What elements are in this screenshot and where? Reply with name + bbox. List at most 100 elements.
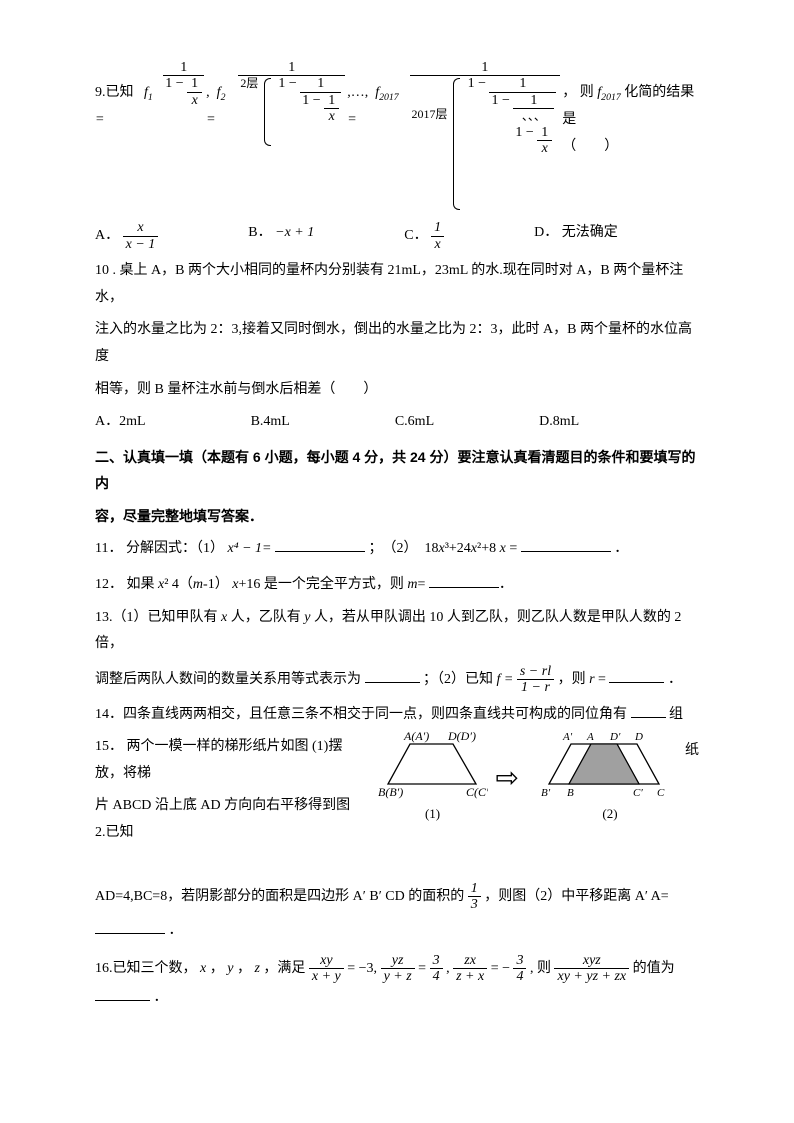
q13-fnum: s − rl <box>517 664 554 680</box>
svg-text:D′: D′ <box>609 731 621 743</box>
q15-after-a: AD=4,BC=8，若阴影部分的面积是四边形 A′ B′ CD 的面积的 <box>95 889 464 904</box>
q16-blank <box>95 986 150 1001</box>
fig1-B: B(B′) <box>378 785 403 799</box>
q16-z: z <box>254 961 259 976</box>
q16-e2d: y + z <box>381 969 415 984</box>
q9-choice-d: D． 无法确定 <box>534 220 618 252</box>
q13-feq: f = <box>497 672 517 687</box>
q16-e2n: yz <box>381 953 415 969</box>
q16-e2rp: = <box>418 961 429 976</box>
q11-sep: ； （2） 18 <box>368 541 438 556</box>
q10-l1: 10 . 桌上 A，B 两个大小相同的量杯内分别装有 21mL，23mL 的水.… <box>95 258 699 311</box>
q15-period: ． <box>169 923 183 938</box>
q11-blank2 <box>521 537 611 552</box>
q9-dots: 、、、 <box>522 109 546 123</box>
q11-e2f: = <box>506 541 517 556</box>
q15-wrap: 15． 两个一模一样的梯形纸片如图 (1)摆放，将梯 片 ABCD 沿上底 AD… <box>95 734 699 852</box>
svg-text:A: A <box>586 731 594 743</box>
q16-c2: ， <box>237 961 251 976</box>
q16-e3n: zx <box>453 953 487 969</box>
svg-text:D: D <box>634 731 643 743</box>
q11-e2b: ³+24 <box>445 541 471 556</box>
fig1-D: D(D′) <box>447 729 476 743</box>
q16-row: 16.已知三个数， x ， y ， z ，满足 xy x + y = −3, y… <box>95 953 699 1011</box>
q9-block: 9.已知 f1 = 1 1 − 1 x , f2 = 1 2层 1 − 1 1 <box>95 60 699 210</box>
q9-lead: 9.已知 f1 = <box>95 60 161 134</box>
q12-a: 12． 如果 <box>95 577 158 592</box>
q9-prefix: 9.已知 <box>95 85 134 100</box>
svg-text:B: B <box>567 787 574 799</box>
q9-tail: ， 则 f2017 化简的结果是 （ ） <box>562 60 699 161</box>
q13-eq: = <box>598 672 606 687</box>
q16-x: x <box>200 961 206 976</box>
q9-a-den: x − 1 <box>123 237 159 252</box>
q9-trail-pre: 则 <box>580 85 594 100</box>
q15-fig1: A(A′) D(D′) B(B′) C(C′) (1) <box>378 728 488 827</box>
q9-d-val: 无法确定 <box>562 225 618 240</box>
q15-cap1: (1) <box>378 802 488 827</box>
q13-d: 调整后两队人数间的数量关系用等式表示为 <box>95 672 365 687</box>
q16-b: ，满足 <box>263 961 305 976</box>
q11-blank1 <box>275 537 365 552</box>
q15-right-word: 纸 <box>685 734 699 765</box>
q15-blank <box>95 919 165 934</box>
q9-mid2: ,…, f2017 = <box>347 60 407 134</box>
q14-row: 14．四条直线两两相交，且任意三条不相交于同一点，则四条直线共可构成的同位角有 … <box>95 702 699 729</box>
q16-period: ． <box>154 990 168 1005</box>
q12-xd: -1） <box>203 577 232 592</box>
svg-text:A′: A′ <box>562 731 573 743</box>
q16-e1n: xy <box>309 953 344 969</box>
q13-x: x <box>221 610 227 625</box>
q11-e2d: ²+8 <box>477 541 500 556</box>
q9-c-num: 1 <box>431 220 444 236</box>
q15-text-block: 15． 两个一模一样的梯形纸片如图 (1)摆放，将梯 片 ABCD 沿上底 AD… <box>95 734 360 852</box>
q16-tail: 的值为 <box>633 961 675 976</box>
q15-fnum: 1 <box>468 881 481 897</box>
q9-f1-frac: 1 1 − 1 x <box>163 60 204 108</box>
trapezoid2-svg: A′ A D′ D B′ B C′ C <box>535 728 685 800</box>
q9-choices: A． x x − 1 B． −x + 1 C． 1 x D． 无法确定 <box>95 220 699 252</box>
q9-comma: ， <box>562 85 576 100</box>
q13-a: 13.（1）已知甲队有 <box>95 610 221 625</box>
q15-l1a: 15． 两个一模一样的梯形纸片如图 (1)摆放，将梯 <box>95 739 342 781</box>
q9-b-val: −x + 1 <box>275 225 314 240</box>
q15-after: AD=4,BC=8，若阴影部分的面积是四边形 A′ B′ CD 的面积的 1 3… <box>95 881 699 913</box>
q9-choice-c: C． 1 x <box>404 220 444 252</box>
svg-text:B′: B′ <box>541 787 551 799</box>
q16-e2rd: 4 <box>430 969 443 984</box>
q12-xg: m <box>407 577 417 592</box>
q9-f2017-frac: 1 2017层 1 − 1 1 − 1 、、、 <box>410 60 561 210</box>
q9-f1-sub: 1 <box>148 92 153 103</box>
q11-expr1: x⁴ − 1= <box>227 541 271 556</box>
q13-period: ． <box>668 672 682 687</box>
q13-b: 人，乙队有 <box>231 610 305 625</box>
svg-text:C: C <box>657 787 665 799</box>
q16-e3rn: 3 <box>513 953 526 969</box>
q16-e3rp: = − <box>491 961 514 976</box>
fig1-C: C(C′) <box>466 785 488 799</box>
section2-title-l1: 二、认真填一填（本题有 6 小题，每小题 4 分，共 24 分）要注意认真看清题… <box>95 444 699 497</box>
q11-text-a: 11． 分解因式：（1） <box>95 541 227 556</box>
q16-y: y <box>227 961 233 976</box>
q16-e4n: xyz <box>554 953 629 969</box>
q9-c-label: C． <box>404 229 427 244</box>
q13-then: ，则 <box>558 672 590 687</box>
q9-choice-b: B． −x + 1 <box>248 220 314 252</box>
q13-blank2 <box>609 668 664 683</box>
q16-e1r: = −3, <box>347 961 380 976</box>
q16-e1d: x + y <box>309 969 344 984</box>
q13-r: r <box>589 672 594 687</box>
q10-choices: A．2mL B.4mL C.6mL D.8mL <box>95 409 699 436</box>
q16-e2rn: 3 <box>430 953 443 969</box>
q16-a: 16.已知三个数， <box>95 961 197 976</box>
q15-blank-row: ． <box>95 918 699 945</box>
q9-f2-frac: 1 2层 1 − 1 1 − 1 x <box>238 60 345 146</box>
q15-after-b: ，则图（2）中平移距离 A′ A= <box>484 889 668 904</box>
q13-l1: 13.（1）已知甲队有 x 人，乙队有 y 人，若从甲队调出 10 人到乙队，则… <box>95 605 699 658</box>
q9-layer2017-label: 2017层 <box>412 107 448 121</box>
q9-mid1: , f2 = <box>206 60 236 134</box>
q13-fden: 1 − r <box>517 680 554 695</box>
q14-text: 14．四条直线两两相交，且任意三条不相交于同一点，则四条直线共可构成的同位角有 <box>95 707 627 722</box>
q16-c1: ， <box>210 961 224 976</box>
q10-c: C.6mL <box>395 409 434 436</box>
